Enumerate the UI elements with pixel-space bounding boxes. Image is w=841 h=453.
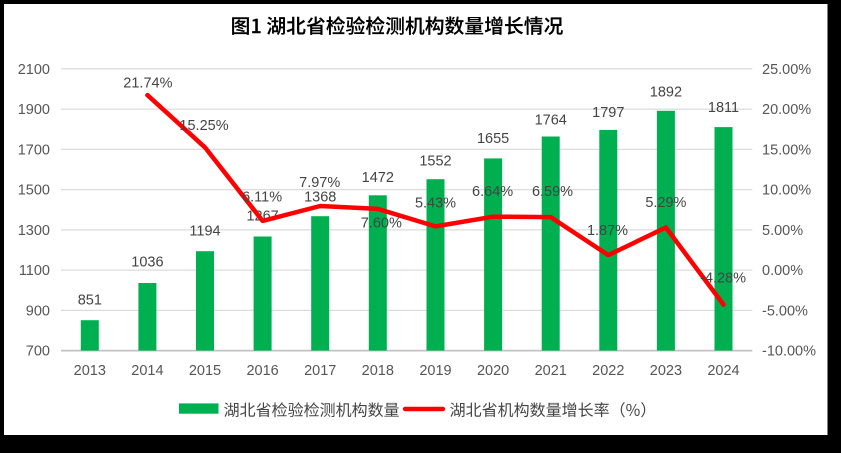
svg-text:2013: 2013 (74, 363, 106, 379)
svg-text:6.11%: 6.11% (242, 189, 282, 205)
svg-text:2019: 2019 (419, 363, 451, 379)
svg-text:5.43%: 5.43% (415, 196, 456, 212)
svg-text:1472: 1472 (362, 170, 394, 186)
svg-text:5.29%: 5.29% (645, 195, 686, 211)
svg-text:2018: 2018 (362, 363, 394, 379)
svg-text:2021: 2021 (535, 363, 567, 379)
svg-text:1500: 1500 (18, 183, 50, 199)
svg-text:1700: 1700 (18, 142, 50, 158)
svg-text:-5.00%: -5.00% (762, 303, 808, 319)
svg-text:6.64%: 6.64% (472, 184, 513, 200)
svg-text:-10.00%: -10.00% (762, 344, 816, 360)
svg-text:5.00%: 5.00% (762, 223, 803, 239)
svg-text:10.00%: 10.00% (762, 183, 811, 199)
svg-text:1900: 1900 (18, 102, 50, 118)
svg-text:1811: 1811 (708, 100, 739, 116)
svg-text:1100: 1100 (19, 263, 50, 279)
svg-text:-4.28%: -4.28% (700, 271, 746, 287)
svg-text:2023: 2023 (650, 363, 682, 379)
svg-text:1194: 1194 (189, 224, 220, 240)
svg-text:1.87%: 1.87% (587, 223, 628, 239)
svg-text:6.59%: 6.59% (532, 184, 573, 200)
svg-text:700: 700 (26, 344, 50, 360)
svg-text:15.00%: 15.00% (762, 142, 811, 158)
svg-text:1368: 1368 (304, 190, 336, 206)
svg-text:2014: 2014 (131, 363, 163, 379)
svg-text:900: 900 (26, 303, 50, 319)
svg-text:1764: 1764 (535, 113, 567, 129)
svg-text:1552: 1552 (419, 154, 451, 170)
svg-text:20.00%: 20.00% (762, 102, 811, 118)
svg-text:21.74%: 21.74% (123, 76, 172, 92)
svg-text:1655: 1655 (477, 131, 509, 147)
svg-text:2017: 2017 (304, 363, 336, 379)
svg-text:15.25%: 15.25% (179, 118, 228, 134)
svg-text:2024: 2024 (707, 363, 739, 379)
svg-text:1892: 1892 (650, 85, 682, 101)
svg-text:2020: 2020 (477, 363, 509, 379)
svg-text:2016: 2016 (246, 363, 278, 379)
svg-text:851: 851 (78, 293, 102, 309)
svg-text:1797: 1797 (592, 105, 624, 121)
svg-text:7.60%: 7.60% (361, 216, 402, 232)
svg-text:0.00%: 0.00% (762, 263, 803, 279)
svg-text:7.97%: 7.97% (299, 175, 340, 191)
svg-text:2022: 2022 (592, 363, 624, 379)
svg-text:25.00%: 25.00% (762, 62, 811, 78)
svg-text:2015: 2015 (189, 363, 221, 379)
svg-text:1036: 1036 (131, 255, 163, 271)
svg-text:1300: 1300 (18, 223, 50, 239)
svg-text:2100: 2100 (18, 62, 50, 78)
